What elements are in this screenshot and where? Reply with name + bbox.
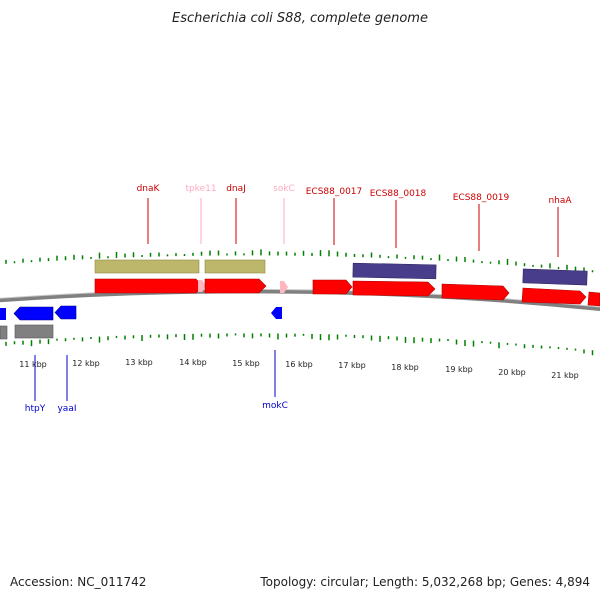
gene-label-ecs88-0018[interactable]: ECS88_0018 — [370, 189, 427, 199]
cds-block-ecs88-0018[interactable] — [352, 262, 437, 280]
gene-label-sokC[interactable]: sokC — [273, 184, 295, 194]
cds-block-edge[interactable] — [0, 325, 8, 340]
forward-genes-track — [94, 278, 600, 307]
genome-backbone — [0, 289, 600, 312]
gene-arrow-yaaI[interactable] — [54, 305, 77, 320]
scale-tick-label: 14 kbp — [179, 358, 207, 367]
gene-arrow-ecs88-0017[interactable] — [312, 279, 353, 295]
scale-tick-label: 19 kbp — [445, 365, 473, 374]
gene-label-ecs88-0017[interactable]: ECS88_0017 — [306, 187, 363, 197]
scale-tick-label: 11 kbp — [19, 360, 47, 369]
gene-label-htpY[interactable]: htpY — [25, 404, 46, 414]
gene-arrow-sokC[interactable] — [280, 281, 288, 293]
cds-block-nhaA[interactable] — [522, 268, 588, 286]
scale-tick-label: 21 kbp — [551, 371, 579, 380]
gene-arrow-nhaA[interactable] — [521, 287, 587, 305]
accession-text: Accession: NC_011742 — [10, 575, 146, 589]
scale-axis: 11 kbp 12 kbp 13 kbp 14 kbp 15 kbp 16 kb… — [19, 358, 579, 380]
forward-gene-labels: dnaK tpke11 dnaJ sokC ECS88_0017 ECS88_0… — [137, 184, 572, 257]
map-title: Escherichia coli S88, complete genome — [172, 11, 428, 26]
gene-arrow-ecs88-0018[interactable] — [352, 280, 436, 297]
cds-track-lower — [0, 324, 54, 340]
scale-tick-label: 20 kbp — [498, 368, 526, 377]
genome-summary-text: Topology: circular; Length: 5,032,268 bp… — [259, 575, 590, 589]
gc-content-ticks-upper — [5, 249, 594, 273]
scale-tick-label: 18 kbp — [391, 363, 419, 372]
cds-block-htpY[interactable] — [14, 324, 54, 339]
cds-track-upper — [94, 259, 588, 286]
gene-label-dnaK[interactable]: dnaK — [137, 184, 161, 194]
reverse-gene-labels: htpY yaaI mokC — [25, 350, 288, 414]
gene-arrow-tpke11[interactable] — [198, 280, 206, 292]
gene-label-yaaI[interactable]: yaaI — [57, 404, 76, 414]
gene-arrow-dnaJ[interactable] — [204, 278, 267, 294]
gene-arrow-htpY[interactable] — [13, 306, 54, 321]
reverse-genes-track — [0, 305, 282, 321]
scale-tick-label: 12 kbp — [72, 359, 100, 368]
scale-tick-label: 15 kbp — [232, 359, 260, 368]
gene-label-nhaA[interactable]: nhaA — [548, 196, 572, 206]
gene-label-ecs88-0019[interactable]: ECS88_0019 — [453, 193, 510, 203]
gene-arrow-mokC[interactable] — [271, 307, 282, 319]
scale-tick-label: 16 kbp — [285, 360, 313, 369]
scale-tick-label: 13 kbp — [125, 358, 153, 367]
gene-label-dnaJ[interactable]: dnaJ — [226, 184, 246, 194]
cds-block-dnaJ[interactable] — [204, 259, 266, 274]
gene-arrow-offscreen[interactable] — [587, 291, 600, 307]
cds-block-dnaK[interactable] — [94, 259, 200, 274]
scale-tick-label: 17 kbp — [338, 361, 366, 370]
gene-label-tpke11[interactable]: tpke11 — [185, 184, 216, 194]
gene-arrow-dnaK[interactable] — [94, 278, 203, 294]
gene-arrow-reverse-edge[interactable] — [0, 308, 6, 320]
gene-arrow-ecs88-0019[interactable] — [441, 283, 510, 301]
gene-label-mokC[interactable]: mokC — [262, 401, 288, 411]
gc-content-ticks-lower — [5, 333, 594, 356]
